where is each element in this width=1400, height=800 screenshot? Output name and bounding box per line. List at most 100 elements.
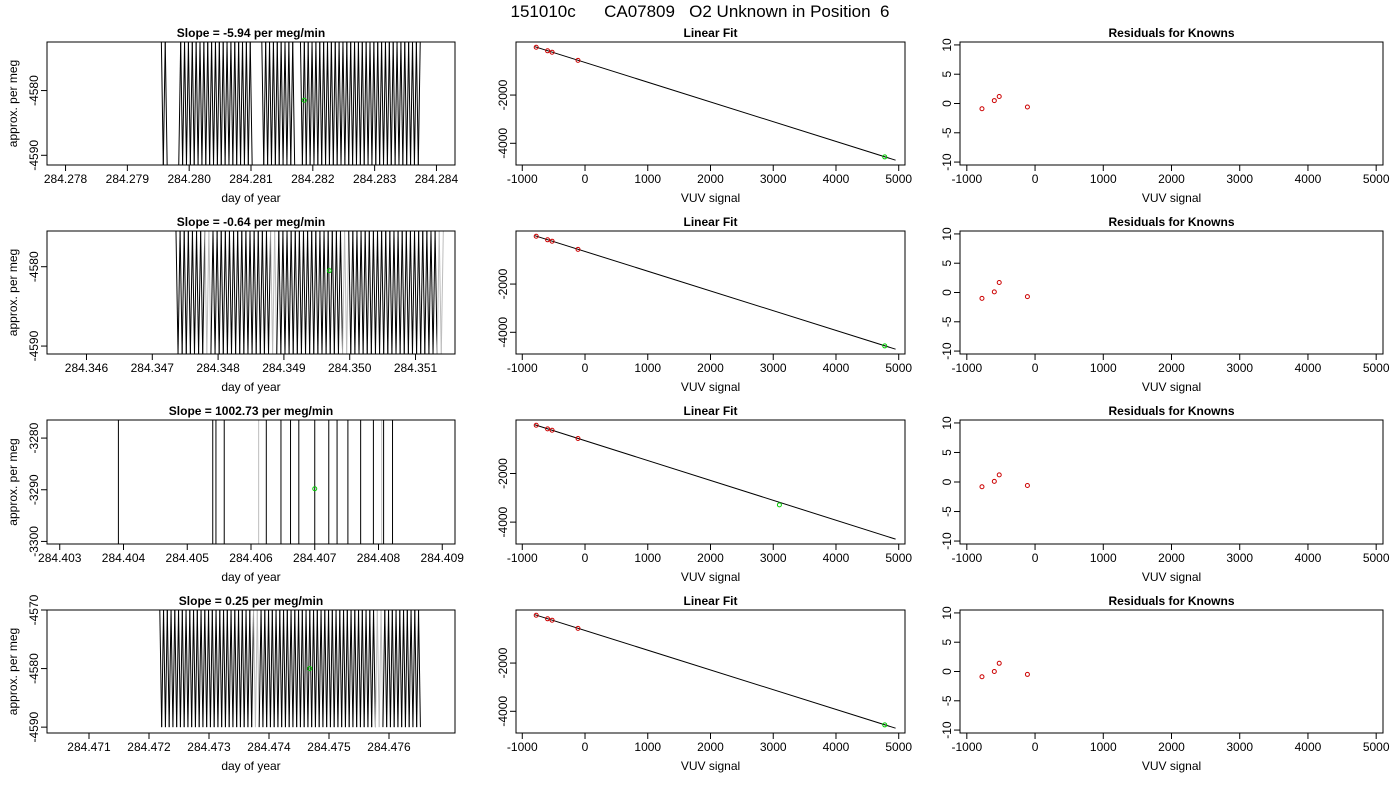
trace-segment: [223, 610, 226, 728]
x-tick-label: 284.407: [293, 551, 337, 565]
unknown-point: [882, 343, 888, 349]
trace-segment: [373, 42, 377, 165]
trace-segment: [393, 231, 397, 354]
trace-segment: [193, 610, 196, 728]
trace-segment: [314, 610, 318, 728]
known-point: [549, 49, 555, 55]
fit-line: [534, 235, 896, 350]
trace-segment: [305, 231, 309, 354]
plot-frame: [959, 41, 1384, 166]
trace-segment: [174, 610, 178, 728]
trace-segment: [282, 42, 286, 165]
trace-segment: [404, 42, 408, 165]
trace-segment: [394, 42, 398, 165]
residual-point: [991, 98, 997, 104]
y-tick-label: -2000: [496, 458, 510, 489]
trace-segment: [401, 231, 405, 354]
trace-segment: [309, 610, 313, 728]
trace-segment: [178, 610, 181, 728]
x-tick-label: 284.476: [367, 740, 411, 754]
residual-point: [996, 280, 1002, 286]
plot-frame: [515, 419, 906, 545]
trace-segment: [218, 231, 222, 354]
y-tick-label: 5: [940, 260, 954, 267]
panel-title: Linear Fit: [683, 404, 737, 418]
y-tick-label: -4000: [496, 128, 510, 159]
y-tick-label: -5: [940, 506, 954, 517]
known-point: [533, 233, 539, 239]
y-tick-label: -4000: [496, 317, 510, 348]
trace-segment: [389, 231, 393, 354]
trace-segment: [311, 42, 315, 165]
panel-slope-row1: Slope = -5.94 per meg/min 284.278 284.279 2…: [6, 26, 458, 205]
x-tick-label: 5000: [885, 740, 912, 754]
trace-segment: [331, 231, 335, 354]
trace-segment: [399, 231, 403, 354]
trace-segment: [278, 231, 282, 354]
trace-segment: [216, 42, 220, 165]
x-tick-label: 4000: [1295, 361, 1322, 375]
trace-segment: [259, 231, 263, 354]
trace-segment: [163, 610, 166, 728]
x-tick-label: 1000: [1090, 551, 1117, 565]
trace-segment: [193, 231, 198, 354]
plot-area: [979, 93, 1030, 112]
trace-segment: [245, 231, 249, 354]
trace-segment: [416, 231, 420, 354]
y-tick-label: -5: [940, 316, 954, 327]
trace-segment: [201, 42, 205, 165]
trace-segment: [354, 42, 357, 165]
panel-title: Residuals for Knowns: [1108, 404, 1234, 418]
x-tick-label: 284.475: [307, 740, 351, 754]
residual-point: [1024, 294, 1030, 300]
trace-segment: [226, 42, 230, 165]
residual-point: [991, 289, 997, 295]
trace-segment: [224, 231, 228, 354]
trace-segment: [247, 231, 251, 354]
unknown-point: [312, 486, 318, 492]
x-axis-label: day of year: [221, 380, 280, 394]
trace-segment: [245, 42, 249, 165]
trace-segment: [302, 231, 307, 354]
y-tick-label: -4000: [496, 696, 510, 727]
x-tick-label: -1000: [507, 361, 538, 375]
trace-segment: [197, 42, 201, 165]
y-tick-label: -4590: [27, 330, 41, 361]
y-tick-label: 10: [940, 38, 954, 52]
trace-segment: [414, 231, 418, 354]
trace-segment: [365, 42, 369, 165]
known-point: [533, 422, 539, 428]
trace-segment: [311, 231, 315, 354]
trace-segment: [331, 610, 335, 728]
trace-segment: [184, 42, 187, 165]
trace-segment: [245, 610, 249, 728]
trace-segment: [342, 42, 346, 165]
trace-segment: [230, 610, 234, 728]
trace-segment: [228, 610, 232, 728]
trace-segment: [329, 231, 333, 354]
y-tick-label: 0: [940, 100, 954, 107]
trace-segment: [408, 42, 412, 165]
x-tick-label: 284.348: [196, 361, 240, 375]
plot-area: [533, 233, 896, 350]
x-axis-label: VUV signal: [1142, 759, 1201, 773]
y-tick-label: -3280: [27, 422, 41, 453]
trace-segment: [401, 610, 405, 728]
trace-segment: [179, 231, 183, 354]
x-tick-label: -1000: [507, 551, 538, 565]
trace-segment: [307, 231, 311, 354]
trace-segment: [254, 610, 258, 728]
y-tick-label: 0: [940, 289, 954, 296]
x-tick-label: -1000: [951, 361, 982, 375]
trace-segment: [288, 231, 292, 354]
trace-segment: [327, 42, 330, 165]
plot-area: [979, 660, 1030, 680]
trace-segment: [382, 610, 386, 728]
trace-segment: [193, 42, 197, 165]
trace-segment: [398, 42, 402, 165]
trace-segment: [261, 42, 265, 165]
plot-frame: [46, 419, 456, 545]
trace-segment: [346, 42, 350, 165]
trace-segment: [206, 231, 210, 354]
